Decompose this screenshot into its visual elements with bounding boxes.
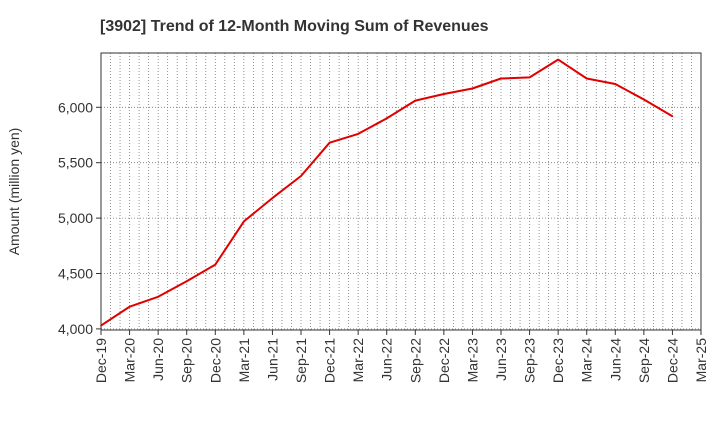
- data-point: [414, 99, 417, 102]
- x-tick-label: Sep-22: [407, 338, 423, 383]
- x-tick-label: Dec-20: [207, 338, 223, 383]
- x-tick-label: Jun-21: [264, 338, 280, 381]
- chart-title: [3902] Trend of 12-Month Moving Sum of R…: [100, 18, 489, 35]
- x-tick-label: Jun-23: [493, 338, 509, 381]
- data-point: [157, 295, 159, 298]
- x-tick-label: Mar-23: [464, 338, 480, 383]
- x-tick-label: Dec-22: [436, 338, 452, 383]
- data-point: [443, 93, 445, 95]
- data-point: [471, 87, 474, 90]
- y-tick-label: 5,000: [58, 210, 93, 226]
- y-axis-label: Amount (million yen): [6, 128, 22, 256]
- data-point: [528, 76, 531, 79]
- x-tick-label: Jun-22: [379, 338, 395, 381]
- series-line: [100, 58, 673, 327]
- data-point: [500, 77, 502, 80]
- x-tick-label: Mar-25: [693, 338, 709, 383]
- x-tick-label: Dec-24: [664, 338, 680, 383]
- x-tick-label: Dec-19: [93, 338, 109, 383]
- x-tick-label: Dec-21: [322, 338, 338, 383]
- x-tick-label: Mar-21: [236, 338, 252, 383]
- x-tick-label: Sep-23: [522, 338, 538, 383]
- y-tick-label: 4,500: [58, 265, 93, 281]
- x-tick-label: Jun-24: [607, 338, 623, 381]
- data-point: [385, 117, 388, 120]
- data-point: [671, 115, 674, 117]
- y-tick-label: 4,000: [58, 321, 93, 337]
- y-tick-label: 6,000: [58, 99, 93, 115]
- data-point: [643, 98, 645, 101]
- data-point: [214, 263, 217, 266]
- series-group: [100, 58, 674, 327]
- data-point: [357, 133, 359, 135]
- x-tick-label: Dec-23: [550, 338, 566, 383]
- x-tick-label: Mar-22: [350, 338, 366, 383]
- plot-area: [100, 52, 702, 331]
- data-point: [243, 220, 245, 223]
- x-tick-label: Sep-21: [293, 338, 309, 383]
- x-tick-label: Jun-20: [150, 338, 166, 381]
- data-point: [614, 83, 617, 85]
- data-point: [100, 324, 102, 327]
- data-point: [557, 58, 559, 61]
- x-axis: Dec-19 Mar-20 Jun-20 Sep-20 Dec-20 Mar-21 Jun-…: [93, 330, 709, 383]
- data-point: [128, 305, 131, 308]
- data-point: [300, 175, 302, 177]
- x-tick-label: Sep-20: [179, 338, 195, 383]
- x-tick-label: Mar-24: [579, 338, 595, 383]
- y-tick-label: 5,500: [58, 155, 93, 171]
- grid: [101, 53, 701, 330]
- x-tick-label: Sep-24: [636, 338, 652, 383]
- data-point: [585, 77, 588, 80]
- data-point: [328, 141, 331, 144]
- y-axis: 4,000 4,500 5,000 5,500 6,000: [58, 99, 101, 337]
- data-point: [271, 197, 274, 199]
- data-point: [185, 280, 188, 283]
- x-tick-label: Mar-20: [122, 338, 138, 383]
